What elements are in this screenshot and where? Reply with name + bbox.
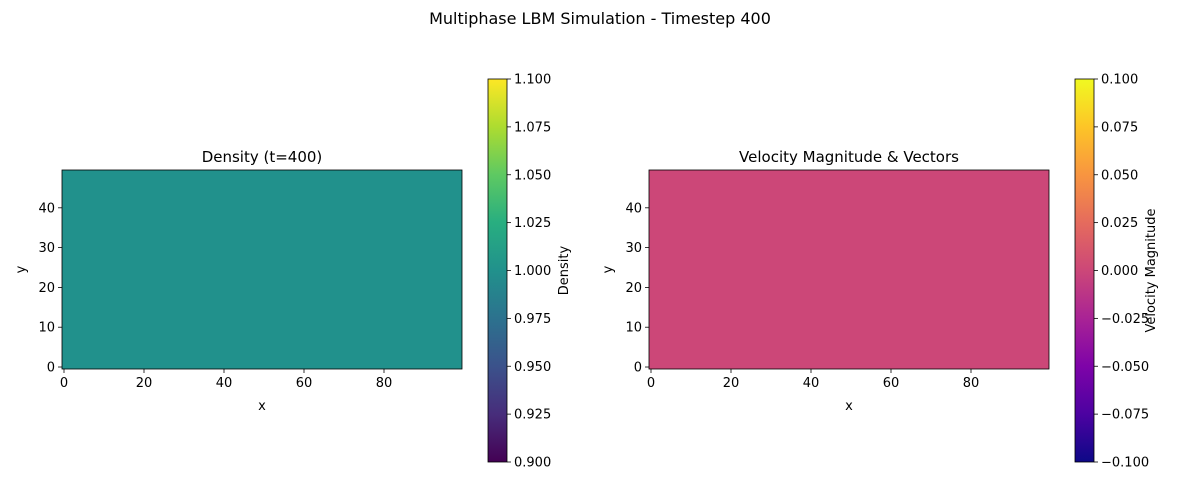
y-tick-label: 40 <box>38 201 55 216</box>
axes-frame <box>61 169 463 370</box>
panel-title: Density (t=400) <box>202 148 323 166</box>
x-tick-label: 40 <box>803 376 820 391</box>
y-tick-label: 0 <box>47 361 55 376</box>
x-tick-label: 0 <box>60 376 68 391</box>
colorbar-tick-label: −0.050 <box>1101 360 1149 375</box>
y-tick-label: 10 <box>625 321 642 336</box>
panel-1: Density (t=400) 0 20 40 60 80 0 10 20 30 40 x y 0.900… <box>14 73 572 471</box>
y-tick-label: 30 <box>38 241 55 256</box>
heatmap-field <box>649 170 1049 369</box>
y-axis-label: y <box>14 265 29 273</box>
y-tick-label: 10 <box>38 321 55 336</box>
colorbar-label: Density <box>557 245 572 295</box>
colorbar-tick-label: 0.075 <box>1101 120 1138 135</box>
panels: Density (t=400) 0 20 40 60 80 0 10 20 30 40 x y 0.900… <box>14 73 1159 471</box>
y-tick-label: 20 <box>38 281 55 296</box>
colorbar-tick-label: 1.025 <box>514 216 551 231</box>
colorbar: 0.900 0.925 0.950 0.975 1.000 1.025 1.050 1.075… <box>487 73 572 471</box>
x-tick-label: 80 <box>963 376 980 391</box>
y-tick-label: 0 <box>634 361 642 376</box>
colorbar-tick-label: 0.000 <box>1101 264 1138 279</box>
panel-title: Velocity Magnitude & Vectors <box>739 148 959 166</box>
y-axis-label: y <box>601 265 616 273</box>
colorbar-tick-label: 1.075 <box>514 120 551 135</box>
colorbar-tick-label: 0.900 <box>514 456 551 471</box>
colorbar-tick-label: 0.975 <box>514 312 551 327</box>
axes-frame <box>648 169 1050 370</box>
colorbar-tick-label: 0.050 <box>1101 168 1138 183</box>
panel-2: Velocity Magnitude & Vectors 0 20 40 60 80 0 10… <box>601 73 1159 471</box>
y-tick-label: 30 <box>625 241 642 256</box>
colorbar-label: Velocity Magnitude <box>1144 208 1159 332</box>
x-tick-label: 80 <box>376 376 393 391</box>
x-axis-label: x <box>845 399 853 414</box>
colorbar-tick-label: 1.100 <box>514 73 551 88</box>
y-tick-label: 40 <box>625 201 642 216</box>
colorbar-tick-label: −0.075 <box>1101 408 1149 423</box>
colorbar-tick-label: 0.925 <box>514 408 551 423</box>
colorbar-tick-label: −0.100 <box>1101 456 1149 471</box>
colorbar: −0.100 −0.075 −0.050 −0.025 0.000 0.025 0.050 0… <box>1074 73 1159 471</box>
colorbar-tick-label: 1.050 <box>514 168 551 183</box>
colorbar-tick-label: 0.100 <box>1101 73 1138 88</box>
colorbar-tick-label: 0.950 <box>514 360 551 375</box>
colorbar-gradient <box>488 79 507 462</box>
x-tick-label: 40 <box>216 376 233 391</box>
x-tick-label: 60 <box>883 376 900 391</box>
colorbar-gradient <box>1075 79 1094 462</box>
colorbar-tick-label: 1.000 <box>514 264 551 279</box>
x-tick-label: 0 <box>647 376 655 391</box>
colorbar-tick-label: 0.025 <box>1101 216 1138 231</box>
heatmap-field <box>62 170 462 369</box>
x-tick-label: 20 <box>136 376 153 391</box>
x-tick-label: 20 <box>723 376 740 391</box>
x-axis-label: x <box>258 399 266 414</box>
figure-suptitle: Multiphase LBM Simulation - Timestep 400 <box>429 9 771 28</box>
colorbar-tick-label: −0.025 <box>1101 312 1149 327</box>
y-tick-label: 20 <box>625 281 642 296</box>
x-tick-label: 60 <box>296 376 313 391</box>
